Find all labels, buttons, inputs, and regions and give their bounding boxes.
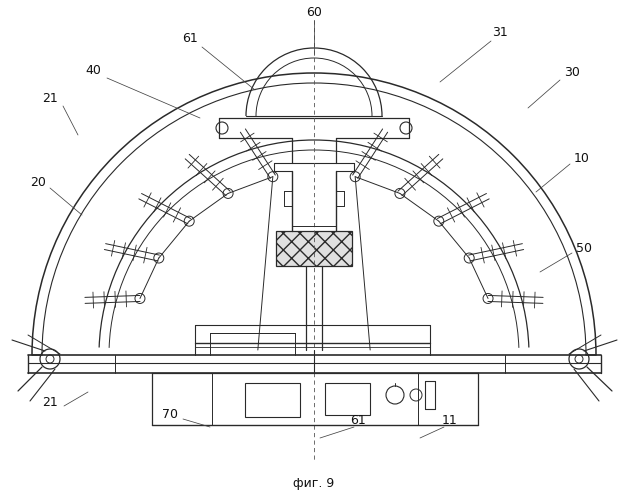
Bar: [276, 231, 352, 266]
Text: 20: 20: [30, 176, 46, 188]
Text: 11: 11: [442, 414, 458, 426]
Text: фиг. 9: фиг. 9: [293, 478, 335, 490]
Text: 10: 10: [574, 152, 590, 164]
Bar: [325, 383, 370, 415]
Text: 31: 31: [492, 26, 508, 38]
Text: 61: 61: [182, 32, 198, 44]
Text: 61: 61: [350, 414, 366, 426]
Text: 50: 50: [576, 242, 592, 254]
Text: 21: 21: [42, 396, 58, 408]
Text: 30: 30: [564, 66, 580, 78]
Text: 21: 21: [42, 92, 58, 104]
Text: 60: 60: [306, 6, 322, 18]
Text: 70: 70: [162, 408, 178, 422]
Bar: [245, 383, 300, 417]
Text: 40: 40: [85, 64, 101, 76]
